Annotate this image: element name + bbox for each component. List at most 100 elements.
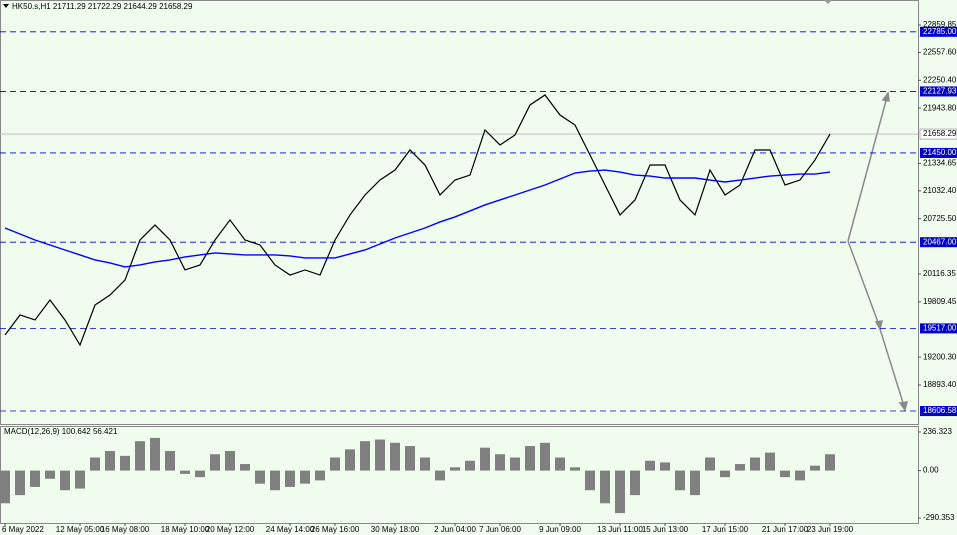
level-label: 21450.00: [923, 148, 957, 157]
arrow-down: [879, 328, 905, 407]
projection-arrows: [847, 91, 908, 412]
macd-bar: [315, 470, 325, 481]
macd-bar: [600, 470, 610, 504]
level-box: [920, 26, 957, 37]
macd-bar: [390, 442, 400, 471]
macd-bar: [120, 455, 130, 471]
macd-bar: [585, 470, 595, 491]
x-tick-label: 23 Jun 19:00: [807, 525, 854, 534]
x-tick-label: 24 May 14:00: [266, 525, 315, 534]
y-tick-label: 22859.85: [923, 20, 957, 29]
arrow-head: [881, 91, 890, 102]
x-tick-label: 15 Jun 13:00: [642, 525, 689, 534]
chart-title: HK50.s,H1 21711.29 21722.29 21644.29 216…: [12, 2, 193, 11]
y-tick-label: 22250.40: [923, 75, 957, 84]
level-box: [920, 147, 957, 158]
x-tick-label: 18 May 10:00: [161, 525, 210, 534]
macd-bar: [480, 447, 490, 471]
macd-bar: [765, 452, 775, 471]
macd-bar: [450, 467, 460, 471]
macd-bar: [555, 457, 565, 471]
macd-bar: [270, 470, 280, 491]
arrow-head: [898, 401, 908, 412]
macd-bar: [570, 467, 580, 471]
macd-bar: [360, 441, 370, 471]
x-tick-label: 20 May 12:00: [206, 525, 255, 534]
x-tick-label: 13 Jun 11:00: [597, 525, 643, 534]
macd-bar: [690, 470, 700, 496]
macd-bar: [510, 457, 520, 471]
macd-bar: [210, 454, 220, 471]
x-tick-label: 26 May 16:00: [311, 525, 360, 534]
y-tick-label: 19200.30: [923, 352, 957, 361]
macd-bar: [165, 450, 175, 471]
macd-bar: [15, 470, 25, 496]
macd-bar: [705, 457, 715, 471]
macd-bar: [240, 464, 250, 471]
level-box: [920, 237, 957, 248]
macd-bar: [285, 470, 295, 487]
y-tick-label: 21943.80: [923, 103, 957, 112]
current-price-box: [919, 128, 957, 140]
macd-bar: [90, 457, 100, 471]
macd-bar: [735, 464, 745, 471]
macd-bar: [435, 470, 445, 481]
x-tick-label: 17 Jun 15:00: [702, 525, 749, 534]
y-tick-label: 18893.40: [923, 380, 957, 389]
macd-bar: [825, 454, 835, 471]
macd-y-tick-label: 236.323: [923, 427, 952, 436]
price-line: [4, 94, 831, 347]
macd-bar: [75, 470, 85, 489]
main-panel-frame: [0, 0, 919, 425]
x-tick-label: 21 Jun 17:00: [762, 525, 809, 534]
x-tick-label: 12 May 05:00: [56, 525, 105, 534]
macd-bar: [300, 470, 310, 484]
x-tick-label: 6 May 2022: [2, 525, 44, 534]
y-tick-label: 19809.45: [923, 297, 957, 306]
macd-bar: [30, 470, 40, 487]
level-label: 20467.00: [923, 237, 957, 246]
macd-bar: [150, 437, 160, 471]
macd-bar: [645, 460, 655, 471]
macd-bar: [525, 446, 535, 471]
macd-bar: [720, 470, 730, 478]
x-tick-label: 7 Jun 06:00: [479, 525, 521, 534]
macd-bar: [750, 457, 760, 471]
current-price-label: 21658.29: [923, 129, 957, 138]
level-label: 18606.58: [923, 406, 957, 415]
level-box: [920, 406, 957, 417]
y-tick-label: 22557.60: [923, 48, 957, 57]
level-box: [920, 86, 957, 97]
macd-bar: [675, 470, 685, 491]
price-line: [4, 169, 831, 268]
level-label: 22127.93: [923, 87, 957, 96]
macd-bar: [660, 462, 670, 471]
macd-bar: [45, 470, 55, 479]
y-tick-label: 20116.35: [923, 269, 956, 278]
macd-title: MACD(12,26,9) 100.642 56.421: [4, 427, 118, 436]
shift-marker: [824, 0, 832, 4]
macd-bar: [615, 470, 625, 514]
level-box: [920, 323, 957, 334]
macd-bar: [105, 450, 115, 471]
macd-bar: [540, 442, 550, 471]
macd-bar: [195, 470, 205, 478]
macd-bar: [810, 465, 820, 471]
macd-bar: [780, 470, 790, 478]
macd-bar: [0, 470, 10, 504]
macd-bar: [60, 470, 70, 491]
arrow-head: [874, 320, 884, 331]
arrow-down: [847, 240, 880, 326]
macd-bar: [795, 470, 805, 481]
y-tick-label: 21334.65: [923, 159, 957, 168]
macd-bar: [465, 460, 475, 471]
macd-bar: [630, 470, 640, 496]
macd-bar: [405, 446, 415, 471]
macd-bar: [375, 439, 385, 471]
macd-bar: [495, 454, 505, 471]
macd-bar: [225, 450, 235, 471]
arrow-up: [847, 96, 888, 242]
x-tick-label: 2 Jun 04:00: [434, 525, 476, 534]
level-label: 22785.00: [923, 27, 957, 36]
